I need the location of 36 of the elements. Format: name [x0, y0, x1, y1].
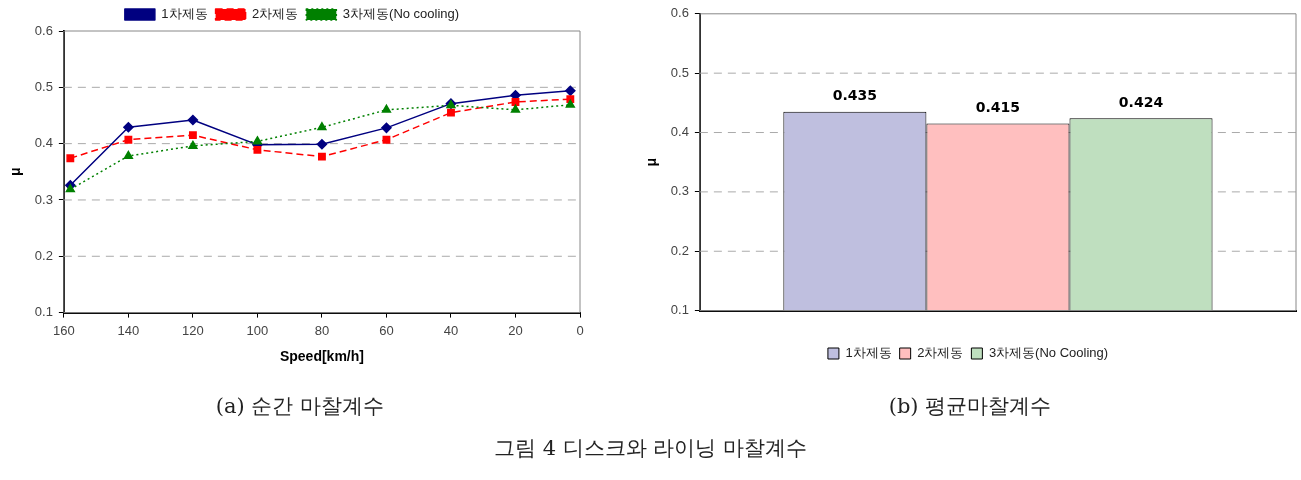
data-label: 0.415 — [975, 99, 1021, 116]
y-tick-label: 0.2 — [670, 242, 689, 258]
y-tick-label: 0.3 — [670, 183, 689, 199]
data-label: 0.435 — [832, 87, 878, 104]
legend-label: 1차제동 — [161, 6, 208, 22]
y-tick-label: 0.3 — [34, 191, 53, 207]
caption: 그림 4 디스크와 라이닝 마찰계수 — [492, 435, 809, 462]
text: (a) 순간 마찰계수 — [214, 393, 386, 420]
y-tick-label: 0.4 — [670, 124, 689, 140]
legend-label: 3차제동(No Cooling) — [988, 345, 1109, 361]
text: (b) 평균마찰계수 — [887, 393, 1053, 420]
x-tick-label: 20 — [508, 322, 523, 338]
x-tick-label: 0 — [576, 322, 584, 338]
x-tick-label: 60 — [379, 322, 394, 338]
y-tick-label: 0.5 — [34, 78, 53, 94]
y-tick-label: 0.4 — [34, 135, 53, 151]
y-tick-label: 0.6 — [670, 5, 689, 21]
legend-label: 3차제동(No cooling) — [342, 6, 460, 22]
x-tick-label: 160 — [53, 322, 75, 338]
data-label: 0.424 — [1118, 93, 1164, 110]
y-tick-label: 0.1 — [670, 302, 689, 318]
x-tick-label: 40 — [443, 322, 459, 338]
x-tick-label: 100 — [246, 322, 269, 338]
y-tick-label: 0.5 — [670, 64, 689, 80]
y-tick-label: 0.6 — [34, 22, 53, 38]
x-tick-label: 140 — [117, 322, 140, 338]
x-axis-title: Speed[km/h] — [279, 348, 364, 365]
legend-label: 2차제동 — [252, 6, 299, 22]
legend-label: 1차제동 — [845, 345, 892, 361]
x-tick-label: 80 — [314, 322, 330, 338]
x-tick-label: 120 — [182, 322, 204, 338]
y-tick-label: 0.1 — [34, 304, 53, 320]
y-tick-label: 0.2 — [34, 247, 53, 263]
y-axis-title: μ — [643, 157, 660, 167]
legend-label: 2차제동 — [917, 345, 964, 361]
y-axis-title: μ — [7, 167, 24, 177]
